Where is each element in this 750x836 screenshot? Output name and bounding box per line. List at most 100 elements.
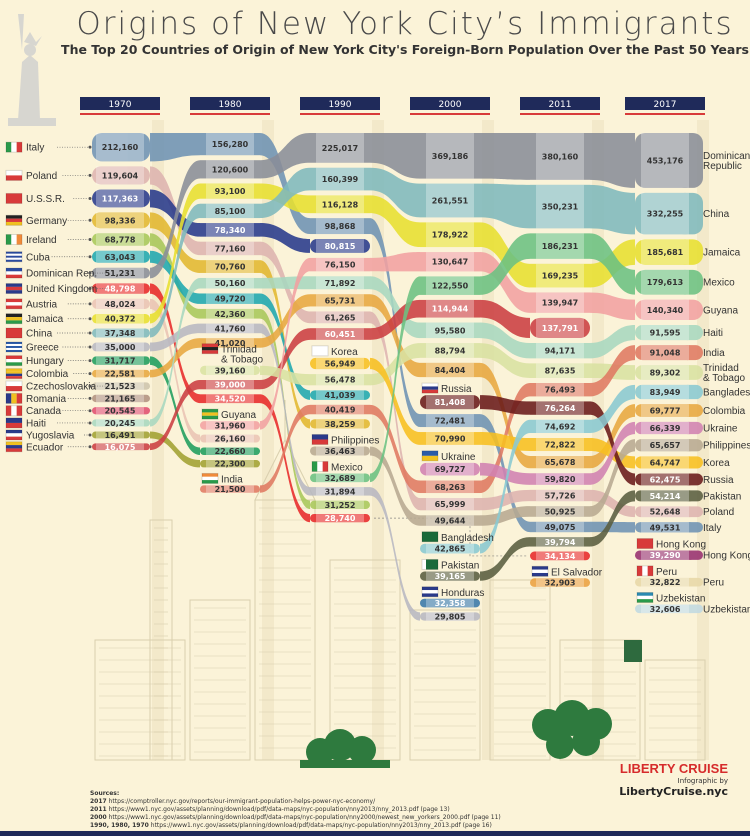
country-label[interactable]: Haiti xyxy=(26,418,46,429)
ribbon-guyana[interactable] xyxy=(200,252,703,430)
ribbon-korea[interactable] xyxy=(310,357,703,469)
country-end-label[interactable]: Mexico xyxy=(703,278,735,289)
country-end-label[interactable]: China xyxy=(703,209,730,220)
country-label[interactable]: Italy xyxy=(26,143,44,154)
country-label[interactable]: China xyxy=(26,329,53,340)
country-label[interactable]: Mexico xyxy=(331,462,363,473)
country-label[interactable]: Dominican Rep. xyxy=(26,269,97,280)
country-label[interactable]: Trinidad & Tobago xyxy=(221,345,264,366)
country-label[interactable]: Czechoslovakia xyxy=(26,382,96,393)
ribbon-flow xyxy=(370,195,420,248)
ribbon-segment xyxy=(310,257,370,272)
country-end-label[interactable]: Guyana xyxy=(703,305,738,316)
country-label[interactable]: Peru xyxy=(656,567,677,578)
value-label: 60,451 xyxy=(325,330,356,339)
country-end-label[interactable]: Pakistan xyxy=(703,491,741,502)
country-label[interactable]: Korea xyxy=(331,347,358,358)
value-label: 65,999 xyxy=(435,500,466,509)
country-label[interactable]: Romania xyxy=(26,394,66,405)
country-label[interactable]: Ecuador xyxy=(26,442,64,453)
country-label[interactable]: Philippines xyxy=(331,435,379,446)
country-label[interactable]: Cuba xyxy=(26,252,50,263)
country-end-label[interactable]: India xyxy=(703,348,725,359)
ribbon-segment xyxy=(635,384,695,400)
ribbon-hungary[interactable] xyxy=(92,356,260,455)
ribbon-flow xyxy=(590,325,635,359)
country-label[interactable]: Greece xyxy=(26,342,59,353)
country-end-label[interactable]: Philippines xyxy=(703,441,750,452)
value-label: 26,160 xyxy=(215,435,246,444)
ribbon-canada[interactable] xyxy=(92,407,150,415)
country-label[interactable]: Pakistan xyxy=(441,560,479,571)
country-end-label[interactable]: Jamaica xyxy=(703,248,741,259)
country-end-label[interactable]: Haiti xyxy=(703,328,723,339)
country-label[interactable]: Canada xyxy=(26,406,61,417)
country-end-label[interactable]: Colombia xyxy=(703,406,746,417)
ribbon-romania[interactable] xyxy=(92,394,150,403)
country-end-label[interactable]: Bangladesh xyxy=(703,388,750,399)
country-label[interactable]: U.S.S.R. xyxy=(26,194,65,205)
source-link[interactable]: https://www1.nyc.gov/assets/planning/dow… xyxy=(108,814,501,821)
ribbon-end-cap xyxy=(683,473,703,486)
ribbon-ukraine[interactable] xyxy=(420,421,703,485)
country-label[interactable]: Guyana xyxy=(221,410,256,421)
ribbon-dominican-rep-[interactable] xyxy=(92,133,703,279)
country-label[interactable]: Russia xyxy=(441,384,472,395)
ribbon-austria[interactable] xyxy=(92,298,260,443)
country-end-label[interactable]: Russia xyxy=(703,475,734,486)
source-link[interactable]: https://www1.nyc.gov/assets/planning/dow… xyxy=(150,822,492,829)
country-end-label[interactable]: Hong Kong xyxy=(703,551,750,562)
value-label: 453,176 xyxy=(647,156,684,165)
country-label[interactable]: Poland xyxy=(26,171,57,182)
ribbon-bangladesh[interactable] xyxy=(420,384,703,554)
ribbon-flow xyxy=(260,294,310,348)
ribbon-china[interactable] xyxy=(92,167,703,338)
country-end-label[interactable]: Trinidad & Tobago xyxy=(703,363,746,384)
ribbon-philippines[interactable] xyxy=(310,439,703,526)
ribbon-uzbekistan[interactable] xyxy=(635,604,703,614)
country-label[interactable]: Uzbekistan xyxy=(656,593,705,604)
country-label[interactable]: Bangladesh xyxy=(441,533,494,544)
ribbon-el-salvador[interactable] xyxy=(530,578,590,587)
country-end-label[interactable]: Poland xyxy=(703,507,734,518)
flag-stripe xyxy=(202,409,218,413)
country-label[interactable]: El Salvador xyxy=(551,567,603,578)
country-label[interactable]: United Kingdom xyxy=(26,284,97,295)
value-box xyxy=(206,323,254,334)
country-label[interactable]: Honduras xyxy=(441,588,484,599)
country-end-label[interactable]: Korea xyxy=(703,458,730,469)
country-label[interactable]: Ireland xyxy=(26,235,57,246)
country-label[interactable]: Yugoslavia xyxy=(26,430,75,441)
year-label: 2011 xyxy=(549,100,572,110)
ribbon-pakistan[interactable] xyxy=(420,490,703,581)
country-label[interactable]: Hong Kong xyxy=(656,540,706,551)
country-label[interactable]: Austria xyxy=(26,299,58,310)
ribbon-united-kingdom[interactable] xyxy=(92,283,590,561)
ribbon-peru[interactable] xyxy=(635,577,703,587)
ribbon-segment xyxy=(310,473,370,483)
country-end-label[interactable]: Uzbekistan xyxy=(703,604,750,615)
country-label[interactable]: Jamaica xyxy=(26,314,64,325)
ribbon-trinidad-tobago[interactable] xyxy=(200,343,703,386)
country-end-label[interactable]: Peru xyxy=(703,578,724,589)
country-label[interactable]: India xyxy=(221,474,243,485)
country-label[interactable]: Colombia xyxy=(26,369,69,380)
country-end-label[interactable]: Dominican Republic xyxy=(703,151,750,172)
ribbon-greece[interactable] xyxy=(92,323,480,621)
country-label[interactable]: Hungary xyxy=(26,356,64,367)
ribbon-mexico[interactable] xyxy=(310,233,703,483)
country-label[interactable]: Germany xyxy=(26,216,67,227)
source-link[interactable]: https://www1.nyc.gov/assets/planning/dow… xyxy=(108,806,450,813)
ribbon-segment xyxy=(200,260,260,273)
country-end-label[interactable]: Italy xyxy=(703,523,721,534)
country-end-label[interactable]: Ukraine xyxy=(703,423,738,434)
ribbon-honduras[interactable] xyxy=(420,598,480,608)
ribbon-czechoslovakia[interactable] xyxy=(92,382,150,390)
country-label[interactable]: Ukraine xyxy=(441,452,476,463)
ribbon-hong-kong[interactable] xyxy=(635,550,703,560)
source-link[interactable]: https://comptroller.nyc.gov/reports/our-… xyxy=(108,798,376,805)
ribbon-russia[interactable] xyxy=(420,395,703,486)
brand-site-link[interactable]: LibertyCruise.nyc xyxy=(619,785,728,798)
ribbon-jamaica[interactable] xyxy=(92,183,703,324)
